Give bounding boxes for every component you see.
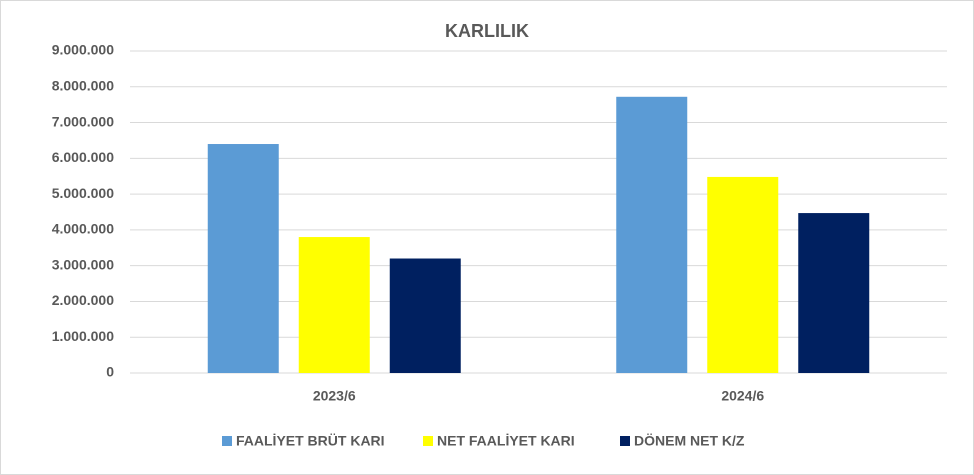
x-tick-label: 2023/6 (313, 388, 356, 404)
x-tick-label: 2024/6 (721, 388, 764, 404)
legend-swatch (423, 436, 433, 446)
legend-swatch (222, 436, 232, 446)
y-tick-label: 9.000.000 (52, 42, 114, 58)
y-tick-label: 7.000.000 (52, 113, 114, 129)
bar (298, 237, 370, 373)
y-tick-label: 4.000.000 (52, 221, 114, 237)
bar (389, 258, 461, 373)
chart-title: KARLILIK (445, 21, 529, 41)
bar (798, 213, 870, 373)
y-tick-label: 8.000.000 (52, 77, 114, 93)
bar (707, 176, 779, 373)
y-tick-label: 0 (106, 364, 114, 380)
y-tick-label: 3.000.000 (52, 256, 114, 272)
y-tick-label: 6.000.000 (52, 149, 114, 165)
bar (616, 96, 688, 373)
y-tick-label: 2.000.000 (52, 292, 114, 308)
y-tick-label: 5.000.000 (52, 185, 114, 201)
y-tick-label: 1.000.000 (52, 328, 114, 344)
bar (207, 144, 279, 373)
legend-label: FAALİYET BRÜT KARI (236, 433, 385, 449)
legend-label: NET FAALİYET KARI (437, 433, 575, 449)
legend-swatch (620, 436, 630, 446)
legend-label: DÖNEM NET K/Z (634, 433, 745, 449)
